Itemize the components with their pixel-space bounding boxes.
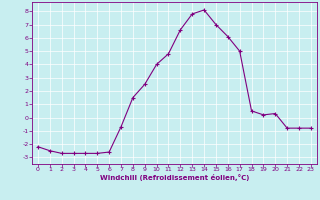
X-axis label: Windchill (Refroidissement éolien,°C): Windchill (Refroidissement éolien,°C) <box>100 174 249 181</box>
